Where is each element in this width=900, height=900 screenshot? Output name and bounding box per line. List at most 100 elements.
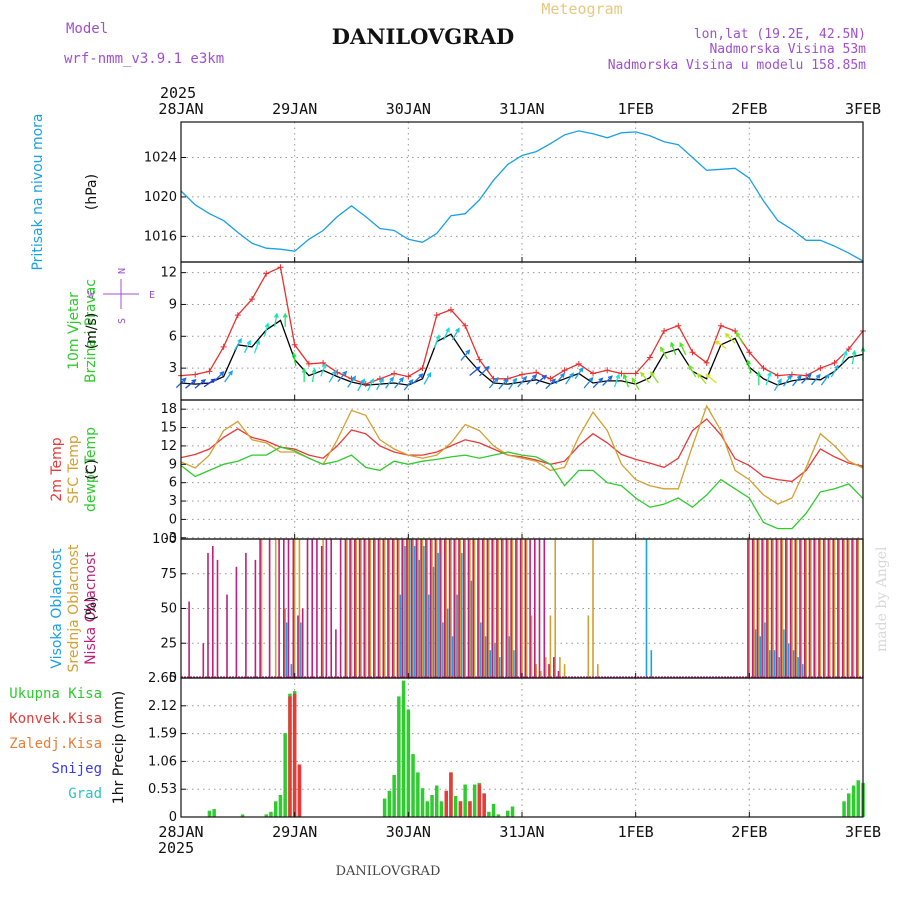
panel-precip: 0 0.53 1.06 1.59 2.12 2.65 Ukupna Kisa Konvek.K… [9,671,865,825]
wind-direction-arrow [213,371,225,382]
gust-marker [533,369,540,376]
gust-marker [234,312,241,319]
bar-mark [401,680,406,817]
gust-marker [760,365,767,372]
bar-mark [510,806,515,817]
bar-mark [406,709,411,817]
wind-direction-arrow [631,377,640,391]
wind-arrow-head [746,359,751,365]
wind-direction-arrow [357,378,365,392]
bar-mark [529,539,531,678]
bar-mark [494,643,496,679]
bar-mark [538,539,541,678]
bar-mark [311,539,313,678]
bar-mark [477,539,479,678]
bar-mark [519,539,522,678]
bar-mark [350,539,353,678]
wind-arrow-head [219,371,225,377]
gust-marker [405,373,412,380]
model-label: Model [66,21,108,37]
bar-mark [445,539,447,678]
wind-arrow-head [301,367,307,373]
bar-mark [264,814,268,817]
wind-arrow-head [360,378,365,384]
bar-mark [207,552,209,678]
gust-marker [732,328,739,334]
bar-mark [489,650,491,678]
wind-arrow-head [255,339,261,345]
wind-direction-arrow [367,377,374,392]
bar-mark [513,650,515,678]
wind-direction-arrow [273,312,279,327]
series-line [180,418,864,483]
bar-mark [553,657,555,678]
series-line [180,446,864,530]
wind-direction-arrow [253,339,261,354]
wind-arrow-head [191,378,197,384]
bars-niska-oblacnost [188,539,858,679]
wind-arrow-head [389,376,394,382]
legend-entry: Konvek.Kisa [9,711,102,727]
wind-direction-arrow [433,334,441,348]
wind-arrow-shaft [631,378,640,391]
bar-mark [413,546,416,678]
bar-mark [320,546,323,678]
bar-mark [415,539,418,678]
bar-mark [470,580,473,678]
bar-mark [322,539,324,678]
bar-mark [421,539,424,678]
bar-mark [355,539,357,678]
wind-arrow-shaft [526,374,537,385]
series-pritisak-na-nivou-mora [180,130,864,262]
bar-mark [472,539,474,678]
wind-arrow-shaft [469,366,481,377]
wind-arrow-head [522,375,528,382]
bar-mark [468,801,472,817]
wind-arrow-head [418,373,424,379]
bar-mark [448,539,451,678]
bar-mark [824,539,826,678]
bar-mark [207,810,212,817]
bar-mark [515,539,517,678]
wind-arrow-shaft [697,373,707,385]
wind-arrow-shaft [820,374,830,386]
gust-marker [717,322,724,329]
wind-direction-arrow [820,373,830,386]
top-year-label: 2025 [160,84,196,102]
lonlat-text: lon,lat (19.2E, 42.5N) [694,27,866,42]
bar-mark [548,664,550,678]
wind-arrow-head [484,365,490,371]
wind-direction-arrow [622,373,630,388]
bar-mark [758,539,760,678]
wind-arrow-shaft [412,373,423,384]
wind-direction-arrow [574,366,584,380]
bar-mark [783,629,785,678]
wind-arrow-head [181,377,187,383]
bar-mark [506,810,510,817]
x-tick-label-bottom: 3FEB [845,823,881,841]
bar-mark [761,539,763,678]
bar-mark [431,539,433,678]
bar-mark [373,539,375,678]
wind-arrow-head [541,374,548,380]
gust-marker [831,359,838,366]
bar-mark [505,539,508,678]
wind-arrow-shaft [243,340,251,354]
gust-marker [362,381,369,388]
wind-direction-arrow [545,378,557,390]
bar-mark [487,811,491,817]
wind-arrow-head [724,332,730,338]
bar-mark [425,801,429,817]
bar-mark [283,539,285,678]
bar-mark [484,636,487,678]
x-axis-tick-labels: 28JAN 28JAN 29JAN 29JAN 30JAN 30JAN 31JAN 31JAN… [158,100,881,841]
bar-mark [492,539,495,678]
wind-arrow-head [825,373,830,379]
bar-mark [268,539,271,678]
wind-arrow-head [532,374,538,380]
wind-arrow-head [435,334,441,340]
gust-marker [746,349,753,356]
bar-mark [330,539,332,678]
wind-arrow-shaft [376,378,384,391]
bar-mark [791,539,793,678]
